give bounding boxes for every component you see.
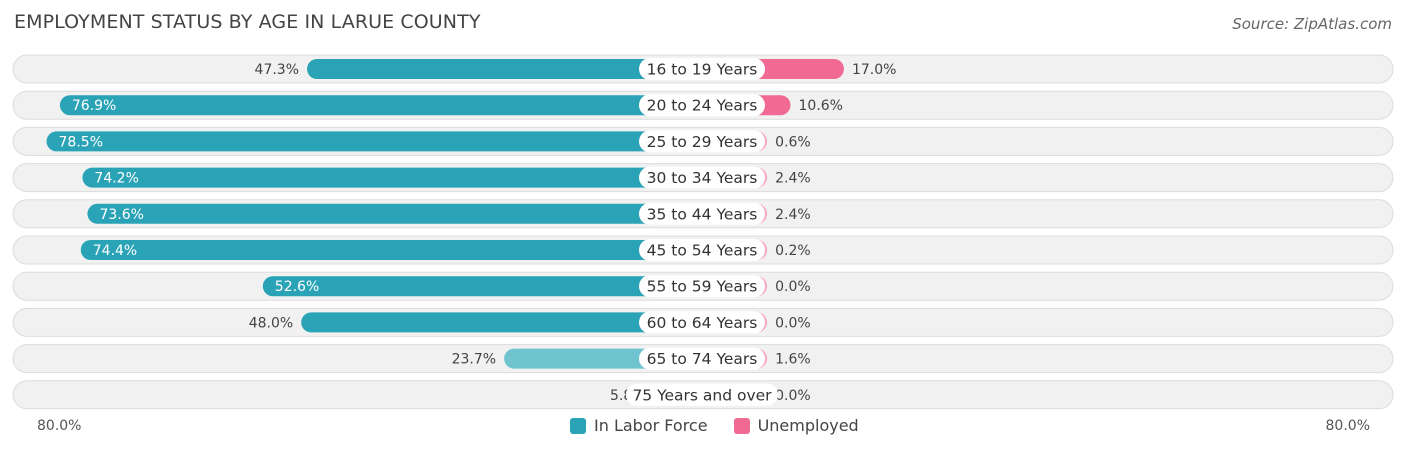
category-pill	[639, 311, 765, 334]
category-label: 16 to 19 Years	[647, 61, 758, 79]
category-label: 25 to 29 Years	[647, 133, 758, 151]
labor-bar	[59, 95, 702, 116]
labor-value-label: 73.6%	[99, 207, 143, 223]
legend-swatch-unemployed	[733, 417, 750, 434]
legend: In Labor Force Unemployed	[570, 416, 885, 435]
unemployed-value-label: 0.2%	[775, 243, 811, 259]
labor-value-label: 78.5%	[59, 134, 103, 150]
unemployed-value-label: 0.0%	[775, 388, 811, 404]
labor-value-label: 47.3%	[255, 62, 299, 78]
labor-bar	[307, 59, 702, 79]
category-label: 55 to 59 Years	[647, 278, 758, 296]
category-pill	[626, 383, 778, 406]
chart-title: EMPLOYMENT STATUS BY AGE IN LARUE COUNTY	[14, 11, 481, 33]
legend-label-unemployed: Unemployed	[757, 416, 859, 435]
labor-value-label: 52.6%	[275, 279, 319, 295]
labor-bar	[262, 276, 702, 297]
unemployed-value-label: 0.0%	[775, 279, 811, 295]
category-pill	[639, 130, 765, 153]
labor-bar	[46, 131, 702, 152]
unemployed-value-label: 2.4%	[775, 207, 811, 223]
category-pill	[639, 94, 765, 117]
labor-value-label: 74.2%	[94, 171, 138, 187]
labor-value-label: 23.7%	[452, 352, 496, 368]
category-label: 45 to 54 Years	[647, 242, 758, 260]
unemployed-value-label: 10.6%	[799, 98, 843, 114]
axis-left-label: 80.0%	[37, 418, 82, 434]
category-label: 65 to 74 Years	[647, 350, 758, 368]
unemployed-value-label: 1.6%	[775, 352, 811, 368]
source-credit: Source: ZipAtlas.com	[1232, 15, 1392, 33]
category-label: 35 to 44 Years	[647, 205, 758, 223]
unemployed-value-label: 17.0%	[852, 62, 896, 78]
legend-item-labor[interactable]: In Labor Force	[570, 416, 708, 435]
category-pill	[639, 347, 765, 370]
category-label: 30 to 34 Years	[647, 169, 758, 187]
labor-value-label: 48.0%	[249, 315, 293, 331]
labor-value-label: 74.4%	[93, 243, 137, 259]
axis-right-label: 80.0%	[1325, 418, 1370, 434]
legend-item-unemployed[interactable]: Unemployed	[733, 416, 859, 435]
labor-bar	[301, 312, 702, 333]
legend-swatch-labor	[570, 417, 586, 434]
category-pill	[639, 202, 765, 225]
labor-bar	[87, 203, 702, 224]
category-pill	[639, 58, 765, 80]
labor-value-label: 76.9%	[72, 98, 116, 114]
unemployed-value-label: 0.6%	[775, 134, 811, 150]
category-pill	[639, 275, 765, 298]
category-pill	[639, 239, 765, 261]
category-label: 60 to 64 Years	[647, 314, 758, 332]
category-label: 75 Years and over	[632, 386, 772, 404]
labor-bar	[80, 240, 702, 260]
unemployed-value-label: 0.0%	[775, 315, 811, 331]
legend-label-labor: In Labor Force	[594, 416, 708, 435]
labor-bar	[82, 167, 703, 188]
category-pill	[639, 166, 765, 189]
unemployed-value-label: 2.4%	[775, 171, 811, 187]
category-label: 20 to 24 Years	[647, 97, 758, 115]
